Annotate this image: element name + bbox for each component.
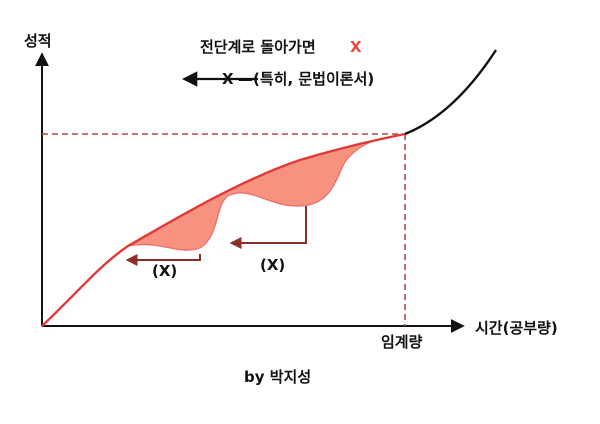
credit: by 박지성 bbox=[244, 368, 311, 386]
arrow-mark: X bbox=[222, 70, 234, 88]
return-arrow-left bbox=[125, 254, 201, 266]
dip-left-label: (X) bbox=[152, 262, 177, 280]
x-axis-label: 시간(공부량) bbox=[475, 319, 558, 337]
regression-dip-area bbox=[128, 134, 405, 251]
arrow-text: —(특히, 문법이론서) bbox=[238, 70, 374, 88]
dip-right-label: (X) bbox=[260, 256, 285, 274]
breakthrough-curve bbox=[404, 49, 498, 136]
regression-dip-outline bbox=[127, 133, 406, 251]
return-arrow-right bbox=[229, 206, 307, 249]
top-line-text: 전단계로 돌아가면 bbox=[200, 38, 316, 56]
y-axis-label: 성적 bbox=[24, 32, 52, 50]
threshold-label: 임계량 bbox=[381, 333, 423, 351]
performance-curve bbox=[41, 132, 406, 327]
top-line-mark: X bbox=[350, 38, 362, 56]
